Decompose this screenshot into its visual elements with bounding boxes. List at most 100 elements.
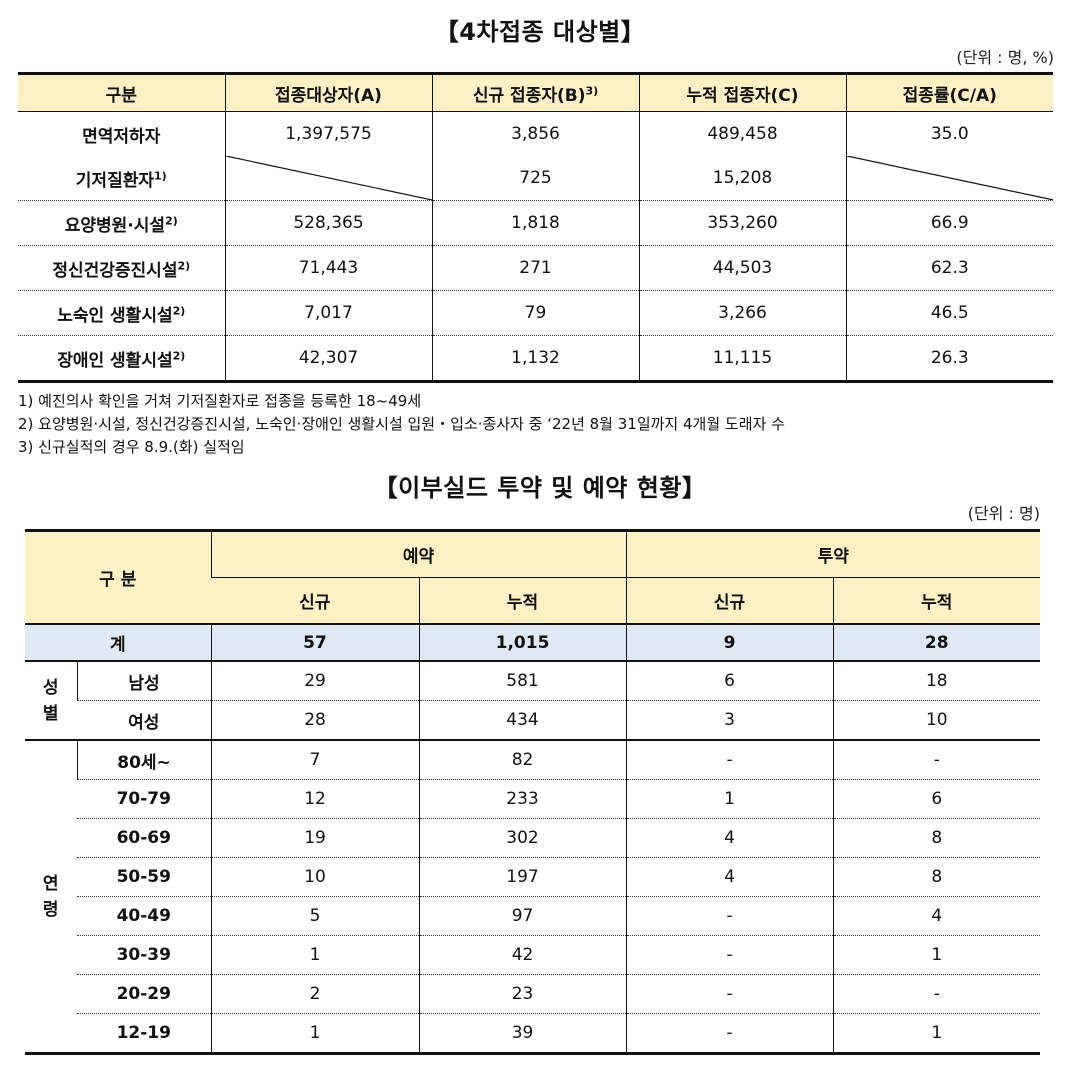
row-label: 노숙인 생활시설2) (18, 290, 225, 336)
row-label: 40-49 (77, 896, 212, 936)
reservation-cumulative-cell: 39 (418, 1013, 627, 1054)
reservation-cumulative-cell: 434 (418, 700, 627, 740)
row-label: 장애인 생활시설2) (18, 335, 225, 382)
reservation-new-cell: 10 (210, 857, 420, 897)
vaccination-rate-cell: 26.3 (845, 335, 1053, 382)
table1-row: 면역저하자 1,397,575 3,856 489,458 35.0 (18, 111, 1053, 156)
target-count-cell: 71,443 (224, 245, 432, 291)
administration-new-cell: - (625, 739, 834, 780)
vaccination-rate-cell: 35.0 (845, 111, 1053, 156)
new-vaccinated-cell: 3,856 (431, 111, 639, 156)
evusheld-status-table: 구 분 예약 투약 신규 누적 신규 누적 계 57 1,015 9 28 성 … (25, 529, 1041, 1055)
row-label: 70-79 (77, 779, 212, 819)
administration-cumulative-cell: - (832, 739, 1041, 780)
reservation-new-cell: 28 (210, 700, 420, 740)
table1-unit: (단위 : 명, %) (956, 48, 1054, 67)
table2-title: 【이부실드 투약 및 예약 현황】 (373, 474, 707, 502)
administration-new-cell: 6 (625, 661, 834, 701)
total-adm-cum: 28 (832, 623, 1041, 662)
table2-unit: (단위 : 명) (967, 504, 1040, 523)
header-reservation-cumulative: 누적 (418, 577, 627, 624)
header-reservation: 예약 (210, 530, 627, 578)
header-new-vaccinated: 신규 접종자(B)3) (431, 73, 639, 112)
reservation-new-cell: 19 (210, 818, 420, 858)
table1-row: 요양병원·시설2) 528,365 1,818 353,260 66.9 (18, 200, 1053, 246)
age-group-label: 연 령 (25, 739, 77, 1054)
target-count-cell: 1,397,575 (224, 111, 432, 156)
target-count-cell: 7,017 (224, 290, 432, 336)
new-vaccinated-cell: 1,818 (431, 200, 639, 246)
footnote-1: 1) 예진의사 확인을 거쳐 기저질환자로 접종을 등록한 18~49세 (18, 392, 422, 410)
total-adm-new: 9 (625, 623, 834, 662)
administration-new-cell: - (625, 935, 834, 975)
table1-row: 노숙인 생활시설2) 7,017 79 3,266 46.5 (18, 290, 1053, 336)
reservation-cumulative-cell: 197 (418, 857, 627, 897)
reservation-new-cell: 29 (210, 661, 420, 701)
table1-row: 정신건강증진시설2) 71,443 271 44,503 62.3 (18, 245, 1053, 291)
header-target-count: 접종대상자(A) (224, 73, 432, 112)
cumulative-vaccinated-cell: 11,115 (638, 335, 846, 382)
table1-footnotes: 1) 예진의사 확인을 거쳐 기저질환자로 접종을 등록한 18~49세 2) … (18, 390, 785, 459)
cumulative-vaccinated-cell: 489,458 (638, 111, 846, 156)
reservation-new-cell: 12 (210, 779, 420, 819)
reservation-new-cell: 2 (210, 974, 420, 1014)
row-label: 30-39 (77, 935, 212, 975)
row-label: 12-19 (77, 1013, 212, 1054)
row-label: 기저질환자1) (75, 168, 167, 191)
table2-row: 여성 28 434 3 10 (25, 700, 1041, 740)
administration-cumulative-cell: 6 (832, 779, 1041, 819)
row-label: 50-59 (77, 857, 212, 897)
total-row: 계 57 1,015 9 28 (25, 623, 1041, 662)
table2-row: 40-49 5 97-4 (25, 896, 1041, 936)
new-vaccinated-cell: 725 (431, 156, 639, 201)
footnote-2: 2) 요양병원·시설, 정신건강증진시설, 노숙인·장애인 생활시설 입원・입소… (18, 415, 785, 433)
table2-row: 60-69 19 302 4 8 (25, 818, 1041, 858)
diagonal-empty-cell (845, 156, 1053, 201)
table2-header-row-2: 신규 누적 신규 누적 (25, 577, 1041, 624)
total-label: 계 (25, 623, 212, 662)
table1-row: 기저질환자1) 725 15,208 (18, 156, 1053, 201)
table1-title: 【4차접종 대상별】 (434, 18, 646, 46)
row-label: 여성 (77, 700, 212, 740)
administration-cumulative-cell: 8 (832, 818, 1041, 858)
administration-new-cell: - (625, 974, 834, 1014)
table1-header-row: 구분 접종대상자(A) 신규 접종자(B)3) 누적 접종자(C) 접종률(C/… (18, 73, 1053, 112)
header-category: 구분 (18, 73, 225, 112)
reservation-cumulative-cell: 302 (418, 818, 627, 858)
header-vaccination-rate: 접종률(C/A) (845, 73, 1053, 112)
administration-new-cell: 1 (625, 779, 834, 819)
total-res-new: 57 (210, 623, 420, 662)
administration-new-cell: - (625, 896, 834, 936)
new-vaccinated-cell: 271 (431, 245, 639, 291)
new-vaccinated-cell: 1,132 (431, 335, 639, 382)
reservation-cumulative-cell: 42 (418, 935, 627, 975)
administration-new-cell: 4 (625, 818, 834, 858)
vaccination-rate-cell: 46.5 (845, 290, 1053, 336)
total-res-cum: 1,015 (418, 623, 627, 662)
row-label: 요양병원·시설2) (18, 200, 225, 246)
vaccination-rate-cell: 62.3 (845, 245, 1053, 291)
administration-cumulative-cell: 8 (832, 857, 1041, 897)
row-label: 80세~ (76, 739, 212, 780)
footnote-3: 3) 신규실적의 경우 8.9.(화) 실적임 (18, 438, 245, 456)
diagonal-empty-cell (224, 156, 432, 201)
cumulative-vaccinated-cell: 44,503 (638, 245, 846, 291)
row-label: 정신건강증진시설2) (18, 245, 225, 291)
reservation-new-cell: 7 (210, 739, 420, 780)
administration-cumulative-cell: 1 (832, 1013, 1041, 1054)
administration-cumulative-cell: 10 (832, 700, 1041, 740)
header-administration-new: 신규 (625, 577, 834, 624)
administration-cumulative-cell: 1 (832, 935, 1041, 975)
header-administration: 투약 (625, 530, 1041, 578)
administration-cumulative-cell: 18 (832, 661, 1041, 701)
table2-row: 12-19 1 39-1 (25, 1013, 1041, 1054)
header-administration-cumulative: 누적 (832, 577, 1041, 624)
cumulative-vaccinated-cell: 3,266 (638, 290, 846, 336)
table2-row: 30-39 1 42-1 (25, 935, 1041, 975)
row-label: 면역저하자 (18, 111, 225, 156)
table2-row: 70-79 12 233 1 6 (25, 779, 1041, 819)
reservation-cumulative-cell: 233 (418, 779, 627, 819)
reservation-new-cell: 1 (210, 1013, 420, 1054)
vaccination-rate-cell: 66.9 (845, 200, 1053, 246)
header-reservation-new: 신규 (211, 577, 420, 624)
